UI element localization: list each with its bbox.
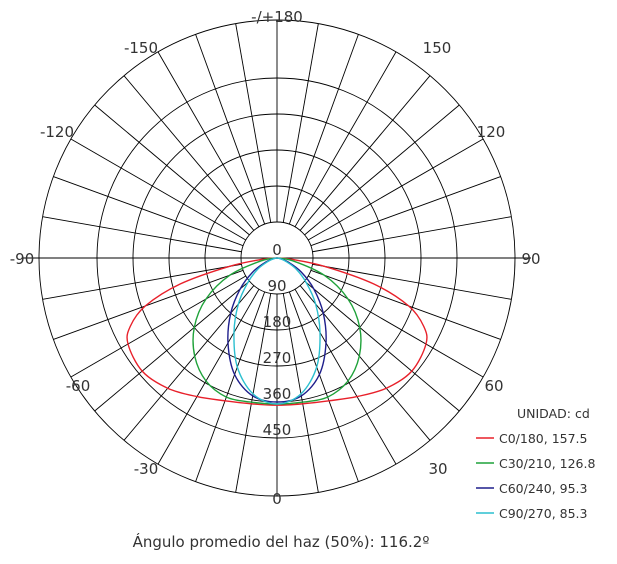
grid-spoke (94, 280, 250, 412)
grid-spoke (304, 280, 460, 412)
grid-spoke (53, 176, 244, 247)
grid-spoke (310, 176, 501, 247)
radial-tick-label: 450 (263, 421, 292, 439)
angle-label: -90 (10, 250, 35, 268)
grid-spoke (282, 293, 319, 493)
grid-spoke (235, 23, 272, 223)
grid-spoke (70, 275, 247, 378)
legend-entry: C60/240, 95.3 (499, 481, 587, 496)
radial-tick-label: 360 (263, 385, 292, 403)
radial-tick-label: 90 (267, 277, 286, 295)
legend: UNIDAD: cd C0/180, 157.5 C30/210, 126.8 C60… (476, 406, 595, 521)
grid-spoke (307, 138, 484, 241)
angle-label: -120 (40, 123, 74, 141)
angle-label: 60 (484, 377, 503, 395)
angle-label: 30 (428, 460, 447, 478)
grid-spoke (312, 216, 512, 253)
grid-spoke (294, 288, 397, 465)
angle-label: 90 (521, 250, 540, 268)
legend-title: UNIDAD: cd (517, 406, 590, 421)
grid-spoke (288, 291, 359, 482)
grid-spoke (310, 269, 501, 340)
grid-spoke (123, 285, 255, 441)
beam-angle-footer: Ángulo promedio del haz (50%): 116.2º (133, 532, 430, 551)
grid-spoke (195, 291, 266, 482)
legend-entry: C0/180, 157.5 (499, 431, 587, 446)
angle-label: 150 (423, 39, 452, 57)
grid-spoke (157, 51, 260, 228)
angle-label: -60 (66, 377, 91, 395)
curve-series-0 (126, 257, 428, 406)
radial-tick-label: 270 (263, 349, 292, 367)
grid-spoke (123, 75, 255, 231)
grid-spoke (70, 138, 247, 241)
grid-spoke (195, 34, 266, 225)
curve-series-2 (227, 257, 327, 403)
grid-spoke (288, 34, 359, 225)
grid-spoke (307, 275, 484, 378)
grid-spoke (312, 263, 512, 300)
grid-spoke (299, 75, 431, 231)
angle-label: 0 (272, 490, 282, 508)
radial-tick-label: 180 (263, 313, 292, 331)
legend-entry: C90/270, 85.3 (499, 506, 587, 521)
angle-label: -/+180 (251, 8, 303, 26)
angle-labels: -/+180 150 120 90 60 30 0 -30 -60 -90 -120 -150 (10, 8, 541, 508)
grid-spoke (157, 288, 260, 465)
grid-spoke (94, 104, 250, 236)
intensity-curves (126, 257, 428, 406)
radial-labels: 0 90 180 270 360 450 (263, 241, 292, 439)
radial-tick-label: 0 (272, 241, 282, 259)
grid-spoke (235, 293, 272, 493)
grid-spoke (42, 216, 242, 253)
curve-series-3 (233, 257, 321, 405)
angle-label: -30 (134, 460, 159, 478)
legend-entry: C30/210, 126.8 (499, 456, 595, 471)
angle-label: -150 (124, 39, 158, 57)
grid-spoke (53, 269, 244, 340)
grid-spoke (304, 104, 460, 236)
grid-spoke (299, 285, 431, 441)
grid-spoke (42, 263, 242, 300)
angle-label: 120 (477, 123, 506, 141)
grid-spoke (282, 23, 319, 223)
grid-spoke (294, 51, 397, 228)
polar-grid (23, 19, 531, 497)
